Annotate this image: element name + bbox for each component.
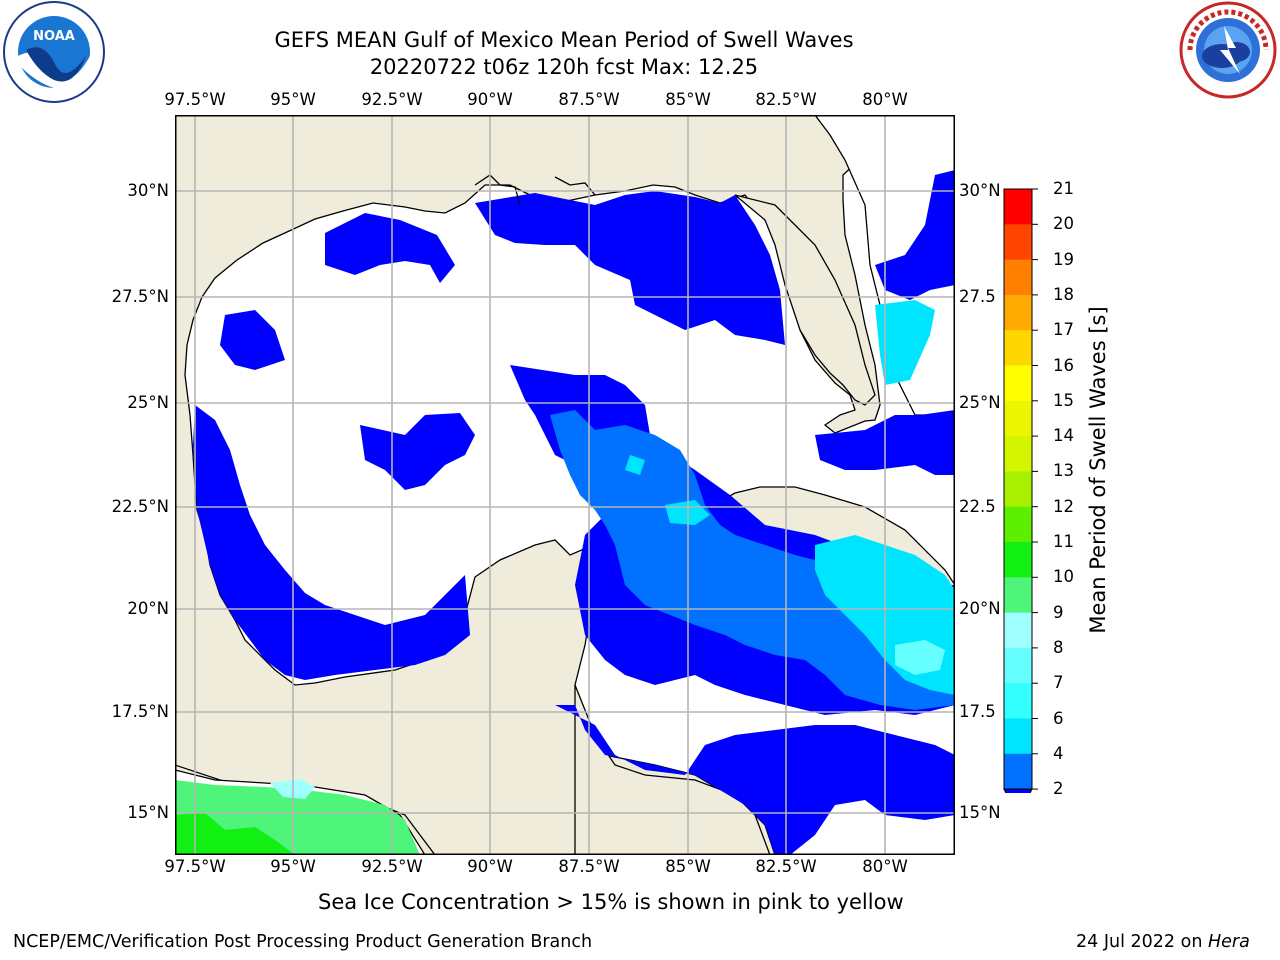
lat-label-left: 17.5°N	[111, 702, 169, 721]
colorbar-segment	[1004, 612, 1032, 649]
graticule	[175, 115, 955, 855]
noaa-logo-text: NOAA	[33, 29, 75, 44]
lon-label-bottom: 90°W	[467, 857, 513, 876]
footer-credit: NCEP/EMC/Verification Post Processing Pr…	[13, 932, 593, 952]
colorbar-segment	[1004, 506, 1032, 543]
colorbar-segment	[1004, 189, 1032, 225]
lat-label-right: 30°N	[959, 181, 1001, 200]
lon-label-top: 97.5°W	[164, 90, 226, 109]
colorbar-tick-label: 15	[1053, 390, 1074, 410]
colorbar-segment	[1004, 753, 1032, 790]
colorbar-segment	[1004, 436, 1032, 472]
lon-label-bottom: 80°W	[862, 857, 908, 876]
noaa-logo: NOAA	[3, 1, 105, 103]
colorbar-frame	[1003, 188, 1033, 790]
colorbar-tick-label: 7	[1053, 673, 1064, 693]
colorbar-tick-label: 2	[1053, 779, 1064, 799]
lat-label-left: 27.5°N	[111, 287, 169, 306]
lon-label-top: 85°W	[665, 90, 711, 109]
colorbar-tick-label: 8	[1053, 637, 1064, 657]
colorbar-tick-label: 20	[1053, 214, 1074, 234]
lat-label-right: 17.5	[959, 702, 996, 721]
colorbar-segment	[1004, 224, 1032, 261]
colorbar-tick-label: 9	[1053, 602, 1064, 622]
colorbar-segment	[1004, 718, 1032, 755]
lat-label-left: 30°N	[127, 181, 169, 200]
colorbar-segment	[1004, 294, 1032, 331]
lat-label-right: 22.5	[959, 497, 996, 516]
lon-label-bottom: 92.5°W	[361, 857, 423, 876]
nws-logo	[1179, 1, 1277, 99]
lon-label-top: 87.5°W	[558, 90, 620, 109]
colorbar-tick-label: 19	[1053, 249, 1074, 269]
colorbar-tick-label: 12	[1053, 496, 1074, 516]
colorbar-tick-label: 13	[1053, 461, 1074, 481]
colorbar-tick-label: 11	[1053, 532, 1074, 551]
lon-label-bottom: 97.5°W	[164, 857, 226, 876]
lon-label-top: 80°W	[862, 90, 908, 109]
footer-host: Hera	[1207, 932, 1250, 952]
colorbar-segment	[1004, 330, 1032, 366]
lat-label-right: 27.5	[959, 287, 996, 306]
lat-label-right: 15°N	[959, 803, 1001, 822]
lon-label-bottom: 85°W	[665, 857, 711, 876]
sea-ice-note: Sea Ice Concentration > 15% is shown in …	[318, 890, 904, 914]
lon-label-bottom: 87.5°W	[558, 857, 620, 876]
lon-label-bottom: 82.5°W	[755, 857, 817, 876]
colorbar-tick-label: 10	[1053, 567, 1074, 587]
lat-label-left: 22.5°N	[111, 497, 169, 516]
lat-label-right: 25°N	[959, 393, 1001, 412]
lon-label-top: 82.5°W	[755, 90, 817, 109]
swell-field-mid-blue	[550, 410, 955, 710]
map-panel	[175, 115, 955, 855]
colorbar-tick-label: 4	[1053, 743, 1064, 763]
coastline	[474, 174, 596, 206]
lat-label-left: 25°N	[127, 393, 169, 412]
colorbar-label: Mean Period of Swell Waves [s]	[1086, 306, 1110, 634]
chart-title: GEFS MEAN Gulf of Mexico Mean Period of …	[274, 28, 854, 52]
chart-subtitle: 20220722 t06z 120h fcst Max: 12.25	[369, 55, 759, 79]
colorbar	[1003, 188, 1038, 793]
colorbar-segment	[1004, 647, 1032, 684]
colorbar-tick-label: 18	[1053, 284, 1074, 304]
colorbar-segment	[1004, 400, 1032, 437]
colorbar-segment	[1004, 577, 1032, 614]
lon-label-top: 90°W	[467, 90, 513, 109]
colorbar-extend-arrow	[1003, 788, 1033, 793]
swell-field-light-cyan	[895, 640, 945, 675]
map-frame	[175, 115, 955, 855]
colorbar-segment	[1004, 259, 1032, 296]
lat-label-right: 20°N	[959, 599, 1001, 618]
footer-date: 24 Jul 2022 on Hera	[1076, 932, 1250, 952]
colorbar-segment	[1004, 365, 1032, 402]
colorbar-tick-label: 6	[1053, 708, 1064, 728]
colorbar-segment	[1004, 683, 1032, 719]
colorbar-tick-label: 17	[1053, 320, 1074, 340]
lat-label-left: 20°N	[127, 599, 169, 618]
footer-date-text: 24 Jul 2022 on	[1076, 932, 1208, 952]
lon-label-top: 95°W	[270, 90, 316, 109]
colorbar-tick-label: 21	[1053, 179, 1074, 198]
lon-label-bottom: 95°W	[270, 857, 316, 876]
colorbar-tick-label: 16	[1053, 355, 1074, 375]
lat-label-left: 15°N	[127, 803, 169, 822]
lon-label-top: 92.5°W	[361, 90, 423, 109]
colorbar-segment	[1004, 542, 1032, 578]
colorbar-segment	[1004, 471, 1032, 508]
colorbar-tick-label: 14	[1053, 426, 1074, 446]
